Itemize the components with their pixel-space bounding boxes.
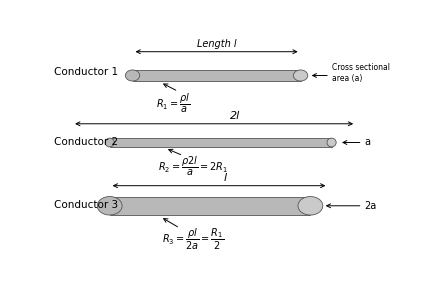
Text: $R_2 = \dfrac{\rho 2l}{a} = 2R_1$: $R_2 = \dfrac{\rho 2l}{a} = 2R_1$ — [158, 155, 228, 178]
Bar — [110, 196, 310, 215]
Text: 2l: 2l — [230, 112, 240, 122]
Bar — [133, 70, 301, 81]
Text: Conductor 3: Conductor 3 — [54, 200, 118, 210]
Bar — [110, 138, 332, 147]
Ellipse shape — [105, 138, 114, 147]
Text: $R_1 = \dfrac{\rho l}{a}$: $R_1 = \dfrac{\rho l}{a}$ — [156, 92, 190, 115]
Ellipse shape — [298, 196, 323, 215]
Ellipse shape — [125, 70, 140, 81]
Text: Cross sectional
area (a): Cross sectional area (a) — [332, 63, 389, 83]
Text: $R_3 = \dfrac{\rho l}{2a} = \dfrac{R_1}{2}$: $R_3 = \dfrac{\rho l}{2a} = \dfrac{R_1}{… — [162, 227, 224, 252]
Text: Conductor 2: Conductor 2 — [54, 137, 118, 147]
Text: a: a — [364, 137, 370, 148]
Text: Conductor 1: Conductor 1 — [54, 67, 118, 77]
Ellipse shape — [293, 70, 308, 81]
Text: Length l: Length l — [197, 39, 237, 49]
Text: l: l — [224, 173, 227, 183]
Ellipse shape — [327, 138, 336, 147]
Text: 2a: 2a — [364, 201, 376, 211]
Ellipse shape — [97, 196, 122, 215]
